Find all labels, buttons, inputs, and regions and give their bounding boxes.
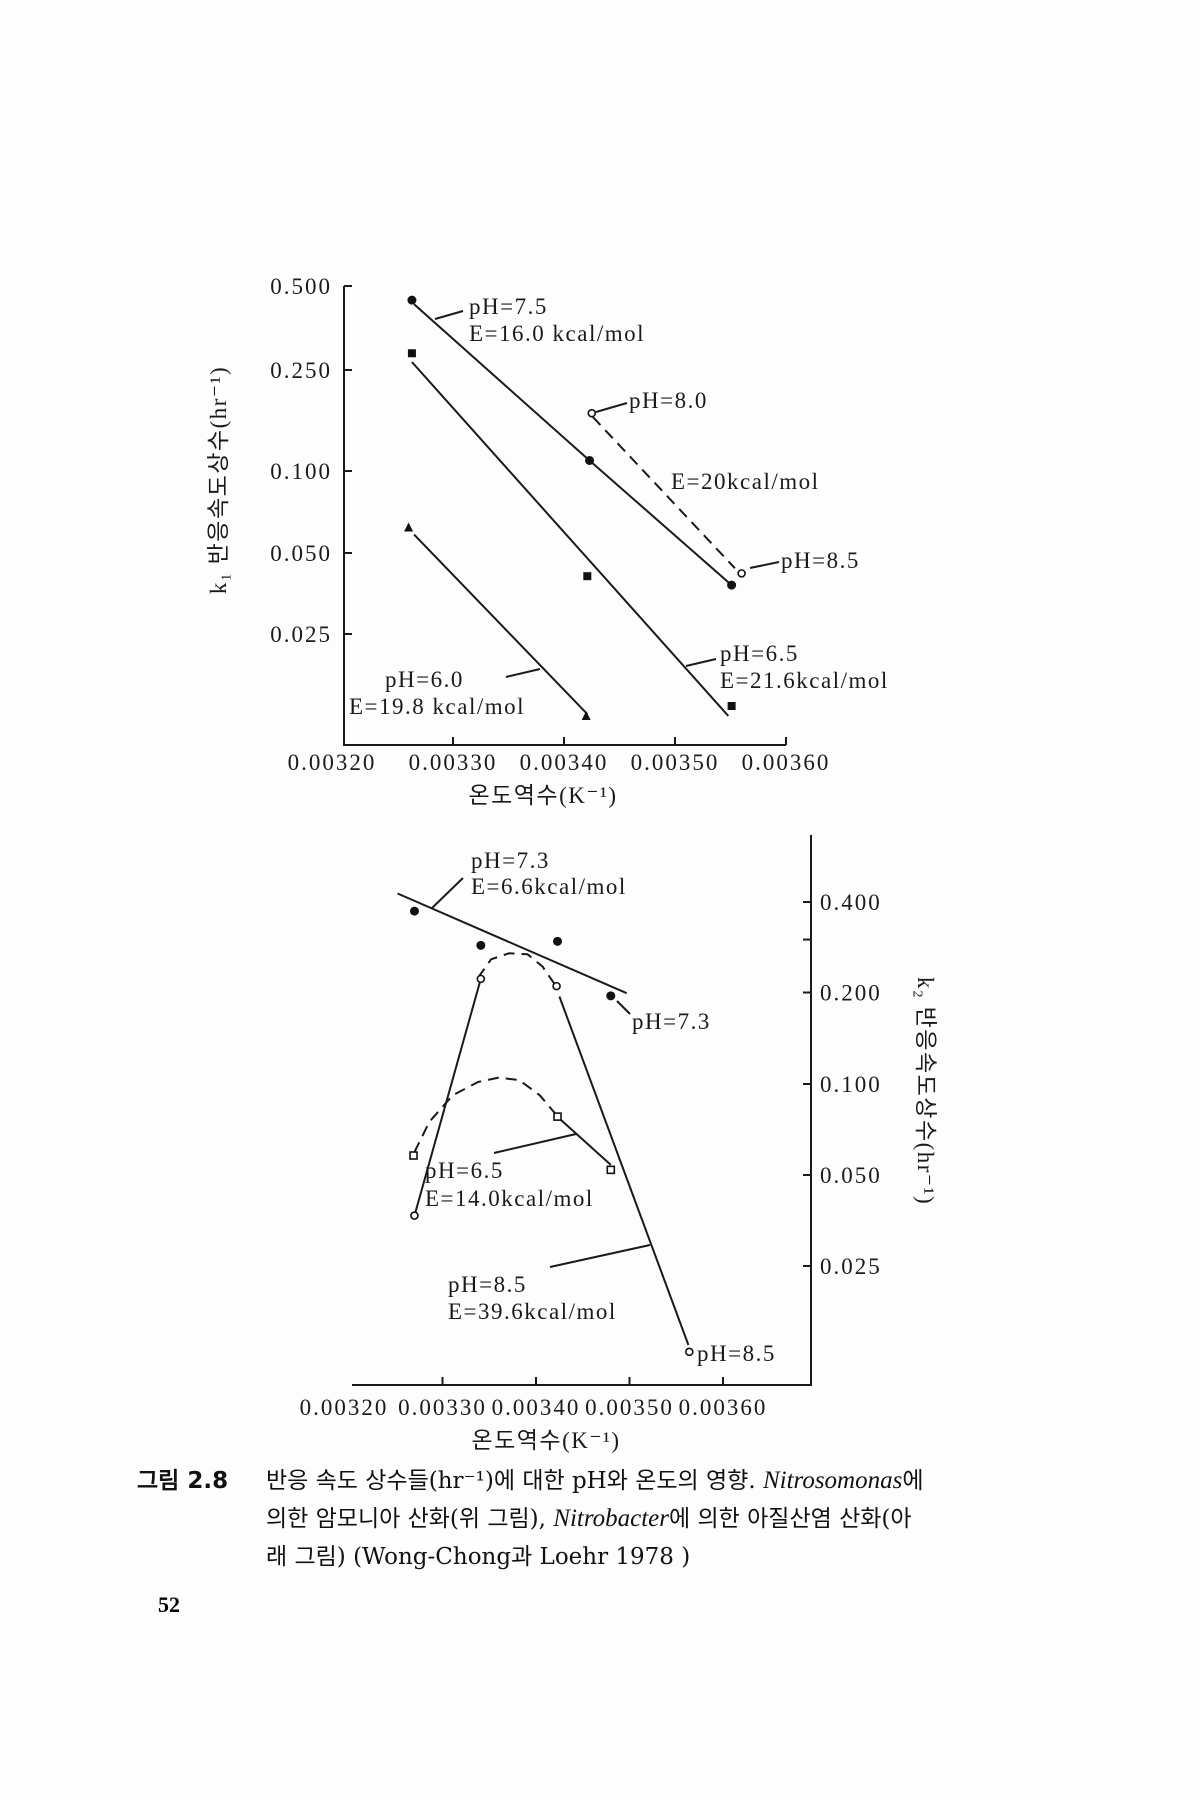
y-tick-label: 0.500 (270, 274, 332, 299)
marker-filled-square (583, 572, 592, 581)
marker-filled-triangle (581, 710, 591, 720)
caption-text: 의한 암모니아 산화(위 그림), (266, 1506, 554, 1532)
series-dashed-line (592, 416, 736, 569)
series-line (414, 978, 482, 1213)
marker-filled-circle (553, 936, 563, 946)
x-tick-label: 0.00340 (492, 1395, 581, 1420)
figure-caption: 반응 속도 상수들(hr⁻¹)에 대한 pH와 온도의 영향. Nitrosom… (266, 1462, 1086, 1576)
marker-open-circle (737, 569, 746, 578)
y-tick-label: 0.100 (270, 459, 332, 484)
marker-open-square (553, 1112, 562, 1121)
marker-open-square (409, 1151, 418, 1160)
series-line (413, 533, 589, 715)
caption-line-2: 의한 암모니아 산화(위 그림), Nitrobacter에 의한 아질산염 산… (266, 1500, 1086, 1538)
x-tick-label: 0.00360 (742, 750, 831, 775)
x-tick-label: 0.00320 (288, 750, 377, 775)
chart-bottom-k2: k₂ 반응속도상수(hr⁻¹) 온도역수(K⁻¹) 0.400 0.200 0.10… (300, 835, 938, 1453)
top-x-axis-label: 온도역수(K⁻¹) (468, 783, 617, 808)
series-dashed-line (477, 952, 557, 987)
caption-text: 반응 속도 상수들(hr⁻¹)에 대한 pH와 온도의 영향. (266, 1468, 763, 1494)
leader-ph75 (434, 310, 464, 320)
bottom-x-axis-label: 온도역수(K⁻¹) (471, 1428, 620, 1453)
leader-ph85 (749, 561, 780, 569)
label-ph73-right: pH=7.3 (632, 1009, 711, 1034)
series-line (557, 1116, 612, 1166)
label-e80: E=20kcal/mol (671, 469, 820, 494)
marker-open-circle (410, 1211, 419, 1220)
leader-ph80 (595, 402, 628, 413)
series-dashed-line (413, 1076, 557, 1153)
leader-ph73 (431, 877, 464, 909)
label-ph60: pH=6.0 (385, 667, 464, 692)
y-tick-label: 0.200 (820, 981, 882, 1006)
label-e65: E=21.6kcal/mol (720, 668, 889, 693)
figure-number: 그림 2.8 (137, 1468, 229, 1494)
leader-ph85 (549, 1244, 651, 1268)
label-ph65: pH=6.5 (720, 641, 799, 666)
y-tick-label: 0.050 (270, 541, 332, 566)
label-e75: E=16.0 kcal/mol (469, 321, 645, 346)
top-axes (343, 286, 786, 746)
label-e85: E=39.6kcal/mol (448, 1299, 617, 1324)
x-tick-label: 0.00330 (409, 750, 498, 775)
page-number: 52 (158, 1592, 180, 1617)
x-tick-label: 0.00350 (631, 750, 720, 775)
label-ph75: pH=7.5 (469, 294, 548, 319)
bottom-y-axis-label: k₂ 반응속도상수(hr⁻¹) (913, 977, 938, 1205)
label-ph85-point: pH=8.5 (697, 1341, 776, 1366)
marker-open-square (606, 1165, 616, 1175)
label-e65: E=14.0kcal/mol (425, 1186, 594, 1211)
x-tick-label: 0.00350 (585, 1395, 674, 1420)
label-ph85: pH=8.5 (448, 1272, 527, 1297)
y-tick-label: 0.100 (820, 1072, 882, 1097)
bottom-axes (352, 835, 812, 1386)
marker-filled-circle (727, 580, 737, 590)
x-tick-label: 0.00330 (398, 1395, 487, 1420)
marker-filled-circle (585, 455, 595, 465)
marker-filled-circle (409, 906, 419, 916)
caption-line-3: 래 그림) (Wong-Chong과 Loehr 1978 ) (266, 1544, 691, 1570)
caption-species: Nitrobacter (553, 1505, 670, 1532)
series-line (411, 361, 730, 717)
y-tick-label: 0.050 (820, 1163, 882, 1188)
y-tick-label: 0.025 (270, 622, 332, 647)
label-ph85: pH=8.5 (781, 548, 860, 573)
marker-open-circle (476, 974, 486, 984)
marker-open-circle (685, 1347, 694, 1357)
y-tick-label: 0.025 (820, 1254, 882, 1279)
label-ph80: pH=8.0 (629, 388, 708, 413)
leader-ph65 (685, 658, 717, 667)
label-e73: E=6.6kcal/mol (471, 874, 627, 899)
caption-text: 에 의한 아질산염 산화(아 (669, 1506, 912, 1532)
caption-text: 에 (902, 1468, 924, 1494)
marker-filled-square (727, 702, 736, 711)
series-line (397, 892, 628, 995)
label-ph65: pH=6.5 (425, 1158, 504, 1183)
marker-filled-circle (476, 940, 486, 950)
x-tick-label: 0.00320 (300, 1395, 389, 1420)
y-tick-label: 0.400 (820, 890, 882, 915)
y-tick-label: 0.250 (270, 358, 332, 383)
leader-ph65 (493, 1133, 577, 1154)
marker-open-circle (587, 408, 597, 418)
marker-filled-circle (606, 991, 616, 1001)
label-e60: E=19.8 kcal/mol (349, 694, 525, 719)
marker-filled-square (407, 349, 416, 358)
marker-filled-circle (407, 295, 417, 305)
top-y-axis-label: k₁ 반응속도상수(hr⁻¹) (206, 366, 231, 594)
marker-open-circle (552, 981, 561, 991)
chart-top-k1: k₁ 반응속도상수(hr⁻¹) 온도역수(K⁻¹) 0.500 0.250 0.10… (206, 274, 889, 808)
marker-filled-triangle (404, 522, 414, 532)
caption-species: Nitrosomonas (762, 1467, 903, 1494)
x-tick-label: 0.00340 (520, 750, 609, 775)
x-tick-label: 0.00360 (679, 1395, 768, 1420)
caption-line-1: 반응 속도 상수들(hr⁻¹)에 대한 pH와 온도의 영향. Nitrosom… (266, 1462, 1086, 1500)
leader-ph73-right (616, 1000, 631, 1015)
series-line (558, 996, 690, 1346)
label-ph73: pH=7.3 (471, 848, 550, 873)
leader-ph60 (505, 668, 541, 678)
